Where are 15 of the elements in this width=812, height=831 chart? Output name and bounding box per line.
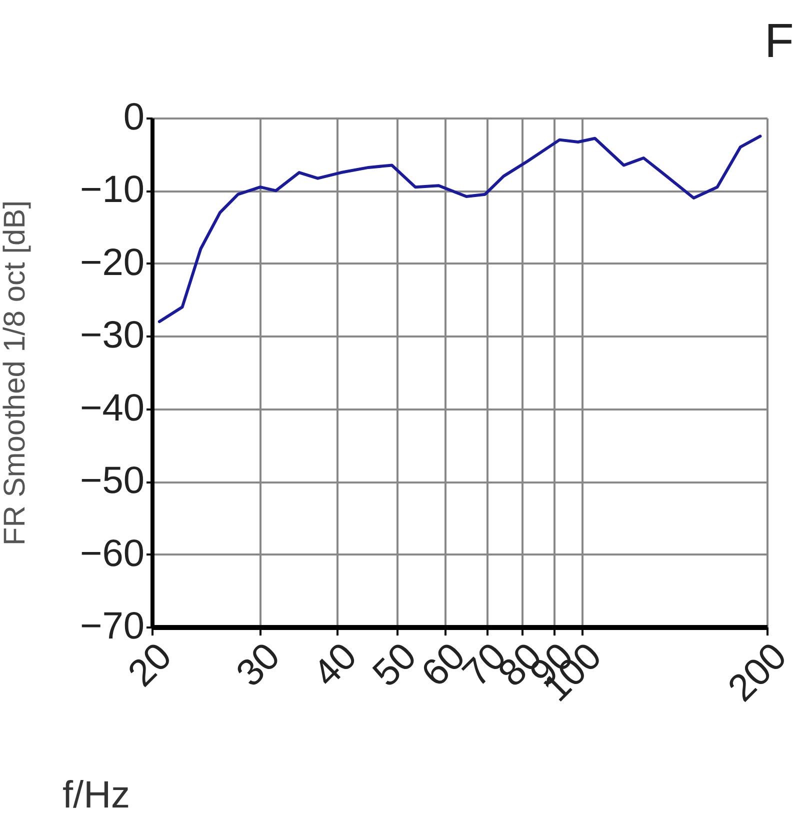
y-tick-label: −70 bbox=[80, 606, 144, 648]
y-tick-label: −60 bbox=[80, 532, 144, 575]
chart-title: F bbox=[764, 15, 794, 68]
y-tick-label: −30 bbox=[80, 314, 144, 357]
y-tick-label: 0 bbox=[123, 96, 144, 138]
y-tick-label: −20 bbox=[80, 242, 144, 284]
y-tick-label: −40 bbox=[80, 387, 144, 430]
x-tick-label: 30 bbox=[228, 635, 288, 695]
x-tick-label: 40 bbox=[306, 635, 366, 695]
x-tick-label: 50 bbox=[365, 635, 425, 695]
y-axis-title: FR Smoothed 1/8 oct [dB] bbox=[0, 200, 32, 546]
x-axis-title: f/Hz bbox=[62, 774, 130, 816]
x-tick-label: 200 bbox=[720, 635, 796, 710]
y-tick-label: −50 bbox=[80, 460, 144, 502]
y-tick-label: −10 bbox=[80, 169, 144, 212]
